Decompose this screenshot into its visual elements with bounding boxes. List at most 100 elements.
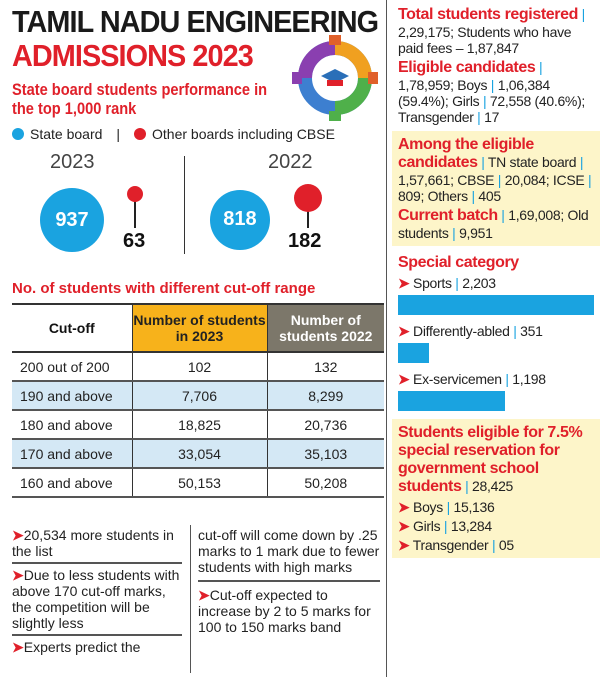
res-label: Transgender (412, 537, 489, 553)
special-item: ➤ Ex-servicemen | 1,198 (398, 371, 546, 387)
arrow-icon: ➤ (198, 587, 210, 603)
divider (198, 580, 380, 582)
bubble-other-boards (126, 185, 144, 203)
legend-dot-state-board (12, 128, 24, 140)
performance-subtitle: State board students performance in the … (12, 80, 268, 118)
eligible-text: 1,78,959; Boys (398, 77, 491, 93)
cell-value: 7,706 (131, 381, 267, 411)
column-divider (386, 0, 387, 677)
cell-value: 132 (266, 352, 384, 382)
cell-value: 35,103 (266, 439, 384, 469)
legend-label: Other boards including CBSE (152, 126, 335, 142)
divider (12, 634, 182, 636)
note: Experts predict the (23, 639, 141, 655)
year-label: 2022 (268, 151, 313, 173)
stem-line (134, 194, 136, 228)
reservation-heading: Students eligible for 7.5% special reser… (398, 424, 583, 495)
table-row: 160 and above 50,153 50,208 (12, 468, 384, 498)
arrow-icon: ➤ (12, 567, 24, 583)
batch-text: 1,69,008; Old students (398, 207, 589, 241)
reservation-box: Students eligible for 7.5% special reser… (392, 419, 600, 558)
cutoff-table: Cut-off Number of students in 2023 Numbe… (12, 303, 384, 498)
res-value: 15,136 (453, 499, 495, 515)
cell-value: 20,736 (266, 410, 384, 440)
cell-cutoff: 180 and above (12, 410, 132, 440)
cell-cutoff: 170 and above (12, 439, 132, 469)
special-heading: Special category (398, 254, 519, 271)
table-row: 170 and above 33,054 35,103 (12, 439, 384, 469)
res-value: 13,284 (450, 518, 492, 534)
arrow-icon: ➤ (12, 639, 24, 655)
cell-value: 102 (131, 352, 267, 382)
eligible-heading: Eligible candidates (398, 59, 536, 76)
special-item: ➤ Differently-abled | 351 (398, 323, 543, 339)
note: 20,534 more students in the list (12, 527, 174, 559)
gear-graduation-cap-icon (292, 35, 378, 121)
divider (12, 562, 182, 564)
cell-value: 50,208 (266, 468, 384, 498)
bubble-state-board: 818 (210, 190, 270, 250)
special-value: 1,198 (512, 371, 546, 387)
cell-value: 33,054 (131, 439, 267, 469)
year-label: 2023 (50, 151, 95, 173)
table-row: 200 out of 200 102 132 (12, 352, 384, 382)
cell-cutoff: 190 and above (12, 381, 132, 411)
among-text: 809; Others (398, 188, 472, 204)
cell-value: 50,153 (131, 468, 267, 498)
reservation-total: 28,425 (472, 478, 514, 494)
legend: State board | Other boards including CBS… (12, 126, 335, 142)
note: Due to less students with above 170 cut-… (12, 567, 180, 631)
bubble-value-other: 182 (288, 230, 322, 252)
bubble-state-board: 937 (40, 188, 104, 252)
eligible-text: 17 (484, 109, 500, 125)
batch-heading: Current batch (398, 207, 498, 224)
table-row: 190 and above 7,706 8,299 (12, 381, 384, 411)
special-bar (398, 391, 505, 411)
cell-cutoff: 200 out of 200 (12, 352, 132, 382)
notes-right: cut-off will come down by .25 marks to 1… (198, 527, 380, 635)
bubble-other-boards (293, 183, 323, 213)
cell-cutoff: 160 and above (12, 468, 132, 498)
among-text: 20,084; ICSE (504, 172, 588, 188)
eligible-text: 72,558 (40.6%); Transgender (398, 93, 586, 125)
total-heading: Total students registered (398, 6, 578, 23)
title-line1: TAMIL NADU ENGINEERING (12, 4, 379, 39)
batch-text: 9,951 (459, 225, 493, 241)
special-label: Differently-abled (413, 323, 510, 339)
col-header: Cut-off (12, 304, 132, 353)
legend-dot-other-boards (134, 128, 147, 140)
divider (184, 156, 185, 254)
special-section: Special category ➤ Sports | 2,203 ➤ Diffe… (392, 254, 600, 411)
legend-label: State board (30, 126, 103, 142)
special-bar (398, 343, 430, 363)
cell-value: 18,825 (131, 410, 267, 440)
special-value: 2,203 (462, 275, 496, 291)
special-label: Sports (413, 275, 452, 291)
res-value: 05 (498, 537, 514, 553)
cell-value: 8,299 (266, 381, 384, 411)
bubble-value-other: 63 (123, 230, 146, 252)
special-value: 351 (520, 323, 543, 339)
among-text: 405 (478, 188, 501, 204)
among-heading: Among the eligible candidates (398, 136, 534, 171)
divider (190, 525, 191, 673)
among-text: TN state board (487, 154, 580, 170)
among-box: Among the eligible candidates | TN state… (392, 131, 600, 246)
res-label: Girls (413, 518, 441, 534)
right-column: Total students registered | 2,29,175; St… (392, 6, 600, 558)
notes-left: ➤20,534 more students in the list ➤Due t… (12, 527, 182, 655)
arrow-icon: ➤ (398, 275, 410, 291)
table-row: 180 and above 18,825 20,736 (12, 410, 384, 440)
special-label: Ex-servicemen (413, 371, 502, 387)
total-section: Total students registered | 2,29,175; St… (392, 6, 600, 125)
col-header: Number of students 2022 (266, 304, 384, 353)
eligible-text: 1,06,384 (59.4%); Girls (398, 77, 550, 109)
res-label: Boys (413, 499, 443, 515)
legend-separator: | (116, 126, 121, 142)
col-header: Number of students in 2023 (131, 304, 267, 353)
arrow-icon: ➤ (398, 371, 410, 387)
arrow-icon: ➤ (398, 323, 410, 339)
special-bar (398, 295, 594, 315)
among-text: 1,57,661; CBSE (398, 172, 498, 188)
title-line2: ADMISSIONS 2023 (12, 38, 254, 73)
